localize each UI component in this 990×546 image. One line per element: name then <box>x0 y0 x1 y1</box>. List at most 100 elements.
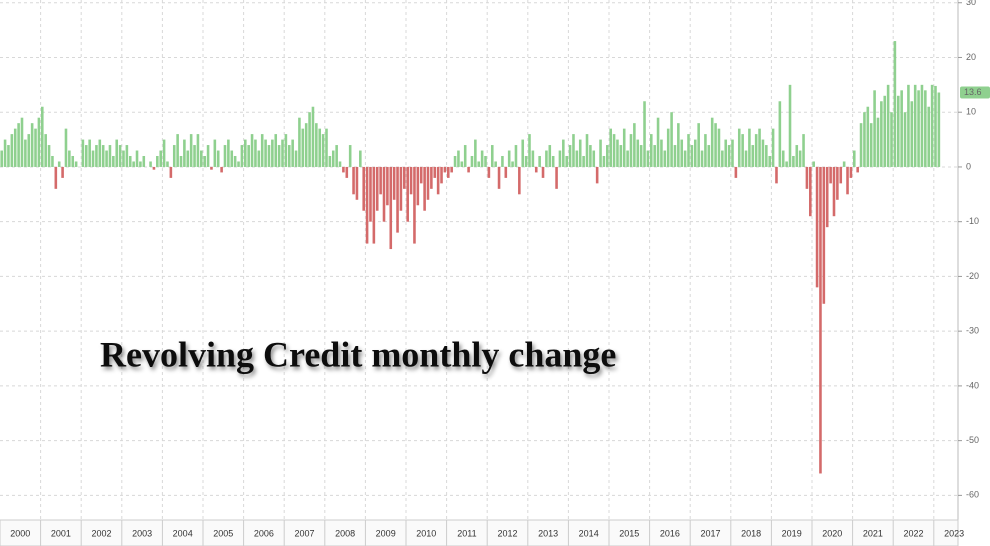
bar <box>572 134 575 167</box>
bar <box>562 139 565 167</box>
bar <box>162 139 166 167</box>
y-tick-label: -50 <box>966 435 979 445</box>
bar <box>348 145 352 167</box>
bar <box>426 166 430 200</box>
bar <box>917 90 920 167</box>
bar <box>524 156 528 167</box>
bar <box>135 150 139 167</box>
last-value-label: 13.6 <box>964 87 982 97</box>
bar <box>284 134 288 167</box>
y-tick-label: -60 <box>966 490 979 500</box>
bar <box>233 156 237 167</box>
bar <box>599 139 602 167</box>
bar <box>298 117 301 167</box>
bar <box>616 139 619 167</box>
x-tick-label: 2016 <box>660 528 680 538</box>
bar <box>558 150 562 167</box>
bar <box>589 145 592 167</box>
bar <box>863 112 866 167</box>
bar <box>775 166 778 184</box>
x-tick-label: 2005 <box>213 528 233 538</box>
bar <box>551 156 555 167</box>
bar <box>873 90 876 167</box>
x-tick-label: 2015 <box>619 528 639 538</box>
bar <box>152 166 156 170</box>
x-tick-label: 2001 <box>51 528 71 538</box>
bar <box>186 150 190 167</box>
bar <box>382 166 386 222</box>
x-tick-label: 2014 <box>579 528 599 538</box>
bar <box>372 166 376 244</box>
bar <box>440 166 443 184</box>
bar <box>118 145 122 167</box>
bar <box>433 166 437 178</box>
bar <box>541 166 545 178</box>
bar <box>220 166 223 173</box>
bar <box>47 145 51 167</box>
bar <box>315 123 318 167</box>
bar <box>223 145 227 167</box>
bar <box>622 128 626 167</box>
bar <box>474 139 477 167</box>
bar <box>832 166 836 217</box>
bar <box>413 166 416 244</box>
bar <box>443 166 447 173</box>
bar <box>0 150 3 167</box>
bar <box>57 161 61 167</box>
bar <box>189 134 193 167</box>
bar <box>534 166 538 173</box>
bar <box>13 128 17 167</box>
bar <box>480 150 484 167</box>
y-tick-label: -40 <box>966 380 979 390</box>
bar <box>595 166 599 184</box>
bar <box>744 150 748 167</box>
bar <box>592 150 596 167</box>
bar <box>907 84 910 167</box>
bar <box>463 145 467 167</box>
x-tick-label: 2003 <box>132 528 152 538</box>
bar <box>176 134 179 167</box>
y-tick-label: 0 <box>966 161 971 171</box>
bar <box>758 128 761 167</box>
bar <box>139 161 142 167</box>
bar <box>890 112 893 167</box>
bar <box>802 134 805 167</box>
x-tick-label: 2018 <box>741 528 761 538</box>
bar <box>737 128 741 167</box>
bar <box>51 156 54 167</box>
bar <box>930 84 934 167</box>
bar <box>853 150 856 167</box>
bar <box>602 156 606 167</box>
bar <box>781 150 785 167</box>
bar <box>490 145 494 167</box>
bar <box>447 166 450 178</box>
bar <box>538 156 541 167</box>
x-tick-label: 2004 <box>173 528 193 538</box>
bar <box>294 150 298 167</box>
bar <box>240 145 244 167</box>
bar <box>169 166 173 178</box>
bar <box>792 156 795 167</box>
bar <box>84 145 88 167</box>
bar <box>264 139 267 167</box>
bar <box>20 117 24 167</box>
bar <box>819 166 822 474</box>
bar <box>829 166 832 184</box>
bar <box>64 128 68 167</box>
bar <box>335 145 338 167</box>
bar <box>683 150 687 167</box>
bar <box>924 90 927 167</box>
bar <box>325 128 328 167</box>
bar <box>521 139 525 167</box>
bar <box>514 145 518 167</box>
bar <box>822 166 826 304</box>
bar <box>247 145 250 167</box>
bar <box>68 150 71 167</box>
bar <box>700 150 704 167</box>
bar <box>528 134 531 167</box>
bar <box>149 161 152 167</box>
bar <box>179 156 183 167</box>
bar <box>693 139 697 167</box>
bar <box>183 139 186 167</box>
bar <box>166 161 169 167</box>
